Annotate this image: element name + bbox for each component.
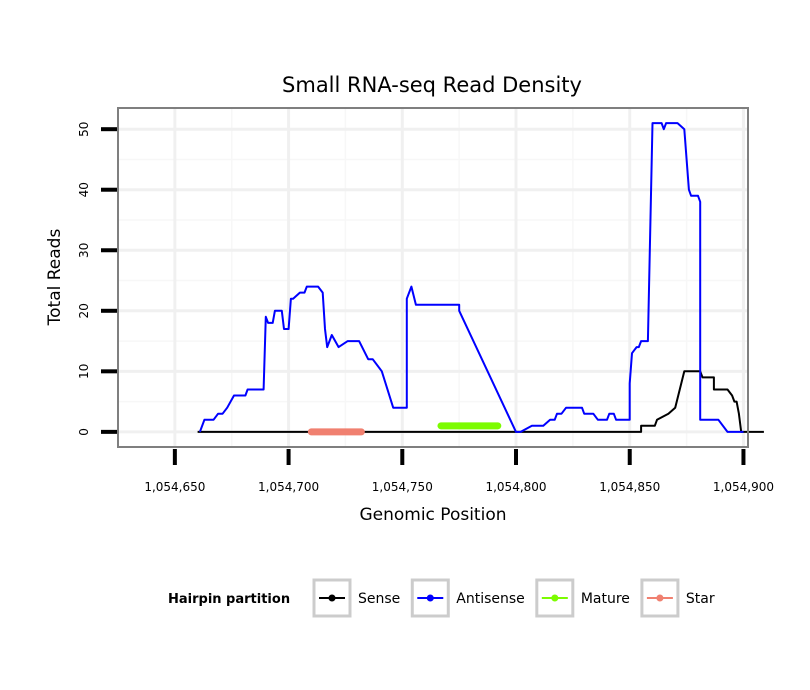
- partition-intervals: [307, 422, 502, 436]
- x-axis: 1,054,650 1,054,700 1,054,750 1,054,800 1,05…: [144, 449, 774, 494]
- grid-lines: [118, 108, 748, 447]
- y-tick-label: 30: [77, 243, 91, 258]
- x-tick-label: 1,054,700: [258, 480, 319, 494]
- y-tick-label: 10: [77, 364, 91, 379]
- plot-panel-border: [117, 107, 749, 448]
- y-axis-title: Total Reads: [45, 229, 65, 327]
- legend-label: Mature: [581, 591, 630, 607]
- legend-key-point: [656, 594, 664, 602]
- legend-title: Hairpin partition: [168, 592, 290, 607]
- legend-key-point: [426, 594, 434, 602]
- x-tick-label: 1,054,650: [144, 480, 205, 494]
- series-line-antisense: [198, 122, 744, 433]
- series-line-sense: [197, 370, 764, 433]
- x-tick-label: 1,054,850: [599, 480, 660, 494]
- y-tick-label: 40: [77, 182, 91, 197]
- legend-item-sense: Sense: [312, 578, 400, 618]
- legend: Hairpin partition Sense Antisense Mature St…: [168, 578, 715, 618]
- x-tick-label: 1,054,800: [485, 480, 546, 494]
- legend-label: Star: [686, 591, 715, 607]
- chart-title: Small RNA-seq Read Density: [282, 73, 582, 97]
- y-axis: 0 10 20 30 40 50: [77, 122, 117, 436]
- legend-label: Antisense: [456, 591, 525, 607]
- legend-item-antisense: Antisense: [410, 578, 525, 618]
- x-tick-label: 1,054,750: [372, 480, 433, 494]
- x-axis-title: Genomic Position: [359, 505, 506, 525]
- x-tick-label: 1,054,900: [713, 480, 774, 494]
- y-tick-label: 20: [77, 303, 91, 318]
- y-tick-label: 50: [77, 122, 91, 137]
- legend-item-star: Star: [640, 578, 715, 618]
- legend-item-mature: Mature: [535, 578, 630, 618]
- legend-key-point: [551, 594, 559, 602]
- legend-key-point: [328, 594, 336, 602]
- series-lines: [197, 122, 764, 433]
- legend-label: Sense: [358, 591, 400, 607]
- y-tick-label: 0: [77, 428, 91, 436]
